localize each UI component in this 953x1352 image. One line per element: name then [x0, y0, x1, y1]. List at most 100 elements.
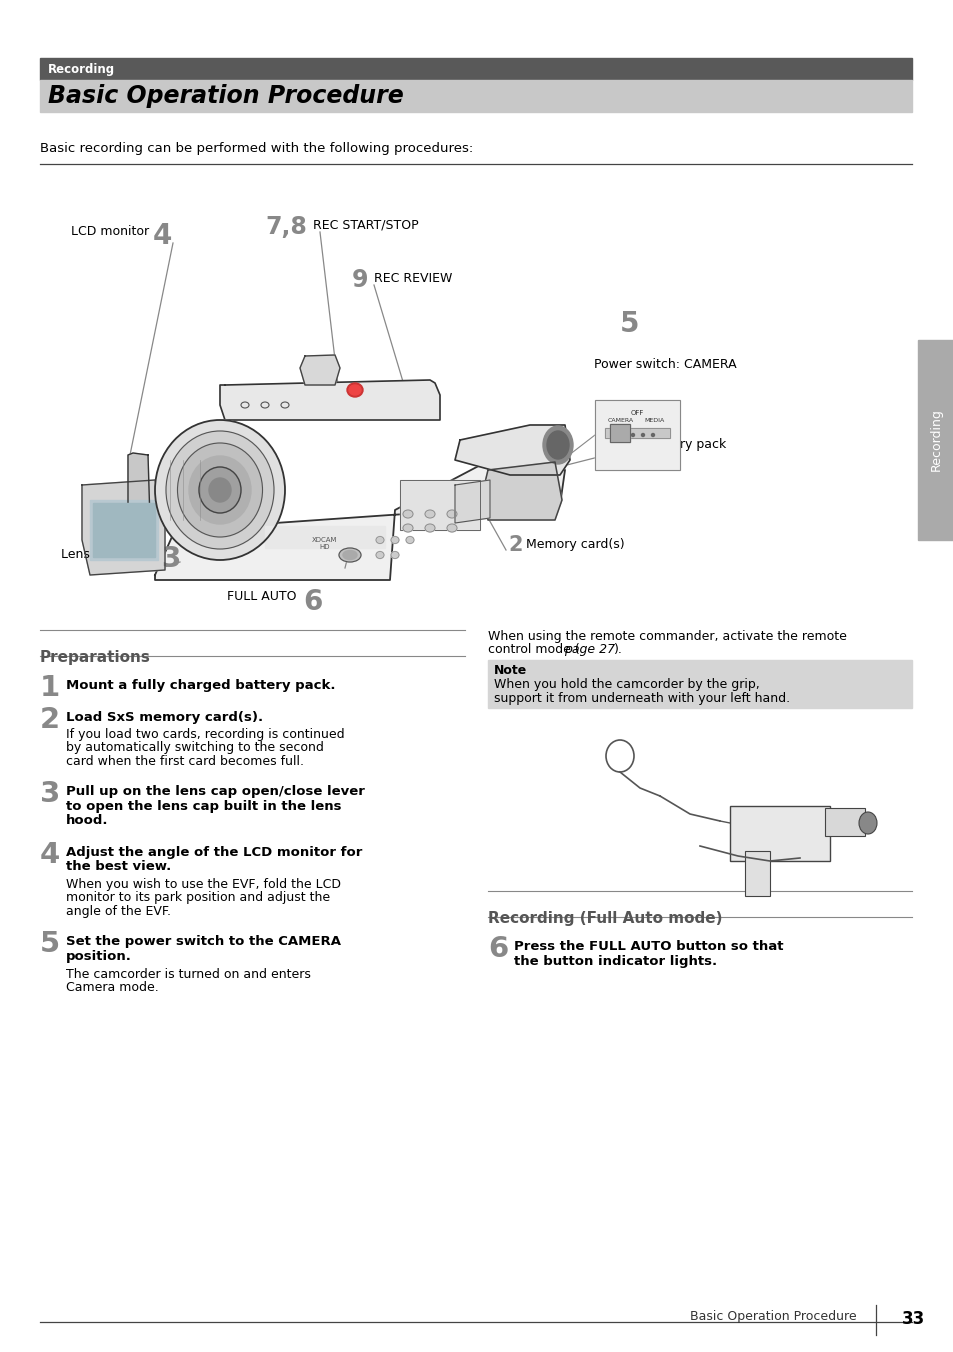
- Text: support it from underneath with your left hand.: support it from underneath with your lef…: [494, 692, 789, 704]
- Text: Camera mode.: Camera mode.: [66, 982, 158, 994]
- Text: 2: 2: [507, 535, 522, 556]
- Text: 1: 1: [627, 435, 641, 456]
- Bar: [609, 425, 629, 442]
- Text: Battery pack: Battery pack: [645, 438, 725, 452]
- Ellipse shape: [858, 813, 876, 834]
- Text: ).: ).: [614, 644, 622, 656]
- Text: 5: 5: [619, 310, 639, 338]
- Ellipse shape: [546, 431, 568, 458]
- Polygon shape: [154, 456, 564, 580]
- Ellipse shape: [424, 510, 435, 518]
- Bar: [824, 808, 864, 836]
- Ellipse shape: [406, 537, 414, 544]
- Text: Set the power switch to the CAMERA: Set the power switch to the CAMERA: [66, 936, 340, 949]
- Text: card when the first card becomes full.: card when the first card becomes full.: [66, 754, 304, 768]
- Text: Mount a fully charged battery pack.: Mount a fully charged battery pack.: [66, 679, 335, 692]
- Text: When you hold the camcorder by the grip,: When you hold the camcorder by the grip,: [494, 677, 759, 691]
- Text: MEDIA: MEDIA: [644, 418, 664, 423]
- Text: REC START/STOP: REC START/STOP: [313, 218, 418, 231]
- Bar: [92, 503, 154, 557]
- Text: Press the FULL AUTO button so that: Press the FULL AUTO button so that: [514, 940, 782, 953]
- Bar: [595, 400, 679, 470]
- Text: Recording (Full Auto mode): Recording (Full Auto mode): [488, 911, 721, 926]
- Text: Memory card(s): Memory card(s): [525, 538, 624, 552]
- Text: 7,8: 7,8: [265, 215, 307, 239]
- Polygon shape: [299, 356, 339, 385]
- Text: 5: 5: [40, 930, 60, 959]
- Ellipse shape: [631, 434, 634, 437]
- Bar: [609, 425, 629, 442]
- Polygon shape: [82, 480, 165, 575]
- Text: If you load two cards, recording is continued: If you load two cards, recording is cont…: [66, 727, 344, 741]
- Ellipse shape: [199, 466, 241, 512]
- Bar: [265, 526, 385, 548]
- Bar: [917, 339, 953, 539]
- Text: the best view.: the best view.: [66, 860, 172, 873]
- Polygon shape: [128, 453, 150, 529]
- Text: Basic Operation Procedure: Basic Operation Procedure: [689, 1310, 856, 1324]
- Text: LCD monitor: LCD monitor: [71, 224, 149, 238]
- Text: 9: 9: [351, 268, 368, 292]
- Bar: [604, 429, 669, 438]
- Bar: [399, 480, 479, 530]
- Text: 4: 4: [40, 841, 60, 869]
- Polygon shape: [220, 380, 439, 420]
- Ellipse shape: [651, 434, 654, 437]
- Bar: [488, 660, 911, 708]
- Text: CAMERA: CAMERA: [607, 418, 634, 423]
- Text: control mode (: control mode (: [488, 644, 579, 656]
- Text: Note: Note: [494, 664, 527, 677]
- Text: OFF: OFF: [630, 410, 643, 416]
- Text: angle of the EVF.: angle of the EVF.: [66, 904, 171, 918]
- Ellipse shape: [402, 525, 413, 531]
- Text: 2: 2: [40, 706, 60, 734]
- Bar: [40, 58, 911, 80]
- Ellipse shape: [347, 383, 363, 397]
- Text: FULL AUTO: FULL AUTO: [227, 589, 296, 603]
- Text: Adjust the angle of the LCD monitor for: Adjust the angle of the LCD monitor for: [66, 846, 362, 859]
- Ellipse shape: [177, 443, 262, 537]
- Ellipse shape: [375, 537, 384, 544]
- Text: Load SxS memory card(s).: Load SxS memory card(s).: [66, 711, 263, 723]
- Polygon shape: [455, 480, 490, 523]
- Ellipse shape: [375, 552, 384, 558]
- Ellipse shape: [338, 548, 360, 562]
- Text: 3: 3: [161, 545, 180, 573]
- Ellipse shape: [189, 456, 251, 525]
- Ellipse shape: [391, 552, 398, 558]
- Bar: [595, 400, 679, 470]
- Polygon shape: [455, 425, 569, 475]
- Text: by automatically switching to the second: by automatically switching to the second: [66, 741, 323, 754]
- Text: to open the lens cap built in the lens: to open the lens cap built in the lens: [66, 800, 341, 813]
- Text: 6: 6: [303, 588, 322, 617]
- Ellipse shape: [349, 385, 360, 395]
- Ellipse shape: [424, 525, 435, 531]
- Text: XDCAM
HD: XDCAM HD: [312, 537, 337, 550]
- Text: Pull up on the lens cap open/close lever: Pull up on the lens cap open/close lever: [66, 786, 364, 799]
- Ellipse shape: [640, 434, 644, 437]
- Ellipse shape: [209, 479, 231, 502]
- Text: monitor to its park position and adjust the: monitor to its park position and adjust …: [66, 891, 330, 904]
- Text: 3: 3: [40, 780, 60, 808]
- Text: REC REVIEW: REC REVIEW: [374, 272, 452, 285]
- Ellipse shape: [391, 537, 398, 544]
- Ellipse shape: [343, 550, 356, 560]
- Text: 33: 33: [902, 1310, 924, 1328]
- Text: 4: 4: [152, 222, 172, 250]
- Text: 1: 1: [40, 675, 60, 702]
- Text: When you wish to use the EVF, fold the LCD: When you wish to use the EVF, fold the L…: [66, 877, 340, 891]
- Bar: [90, 500, 158, 560]
- Text: Basic Operation Procedure: Basic Operation Procedure: [48, 84, 403, 108]
- Text: 6: 6: [488, 936, 508, 963]
- Text: Recording: Recording: [928, 408, 942, 472]
- Ellipse shape: [154, 420, 285, 560]
- Text: Recording: Recording: [48, 62, 115, 76]
- Text: When using the remote commander, activate the remote: When using the remote commander, activat…: [488, 630, 846, 644]
- Text: Power switch: CAMERA: Power switch: CAMERA: [594, 358, 736, 370]
- Bar: [40, 80, 911, 112]
- Ellipse shape: [447, 510, 456, 518]
- Ellipse shape: [447, 525, 456, 531]
- Bar: [744, 850, 769, 896]
- Bar: [399, 480, 479, 530]
- Ellipse shape: [166, 431, 274, 549]
